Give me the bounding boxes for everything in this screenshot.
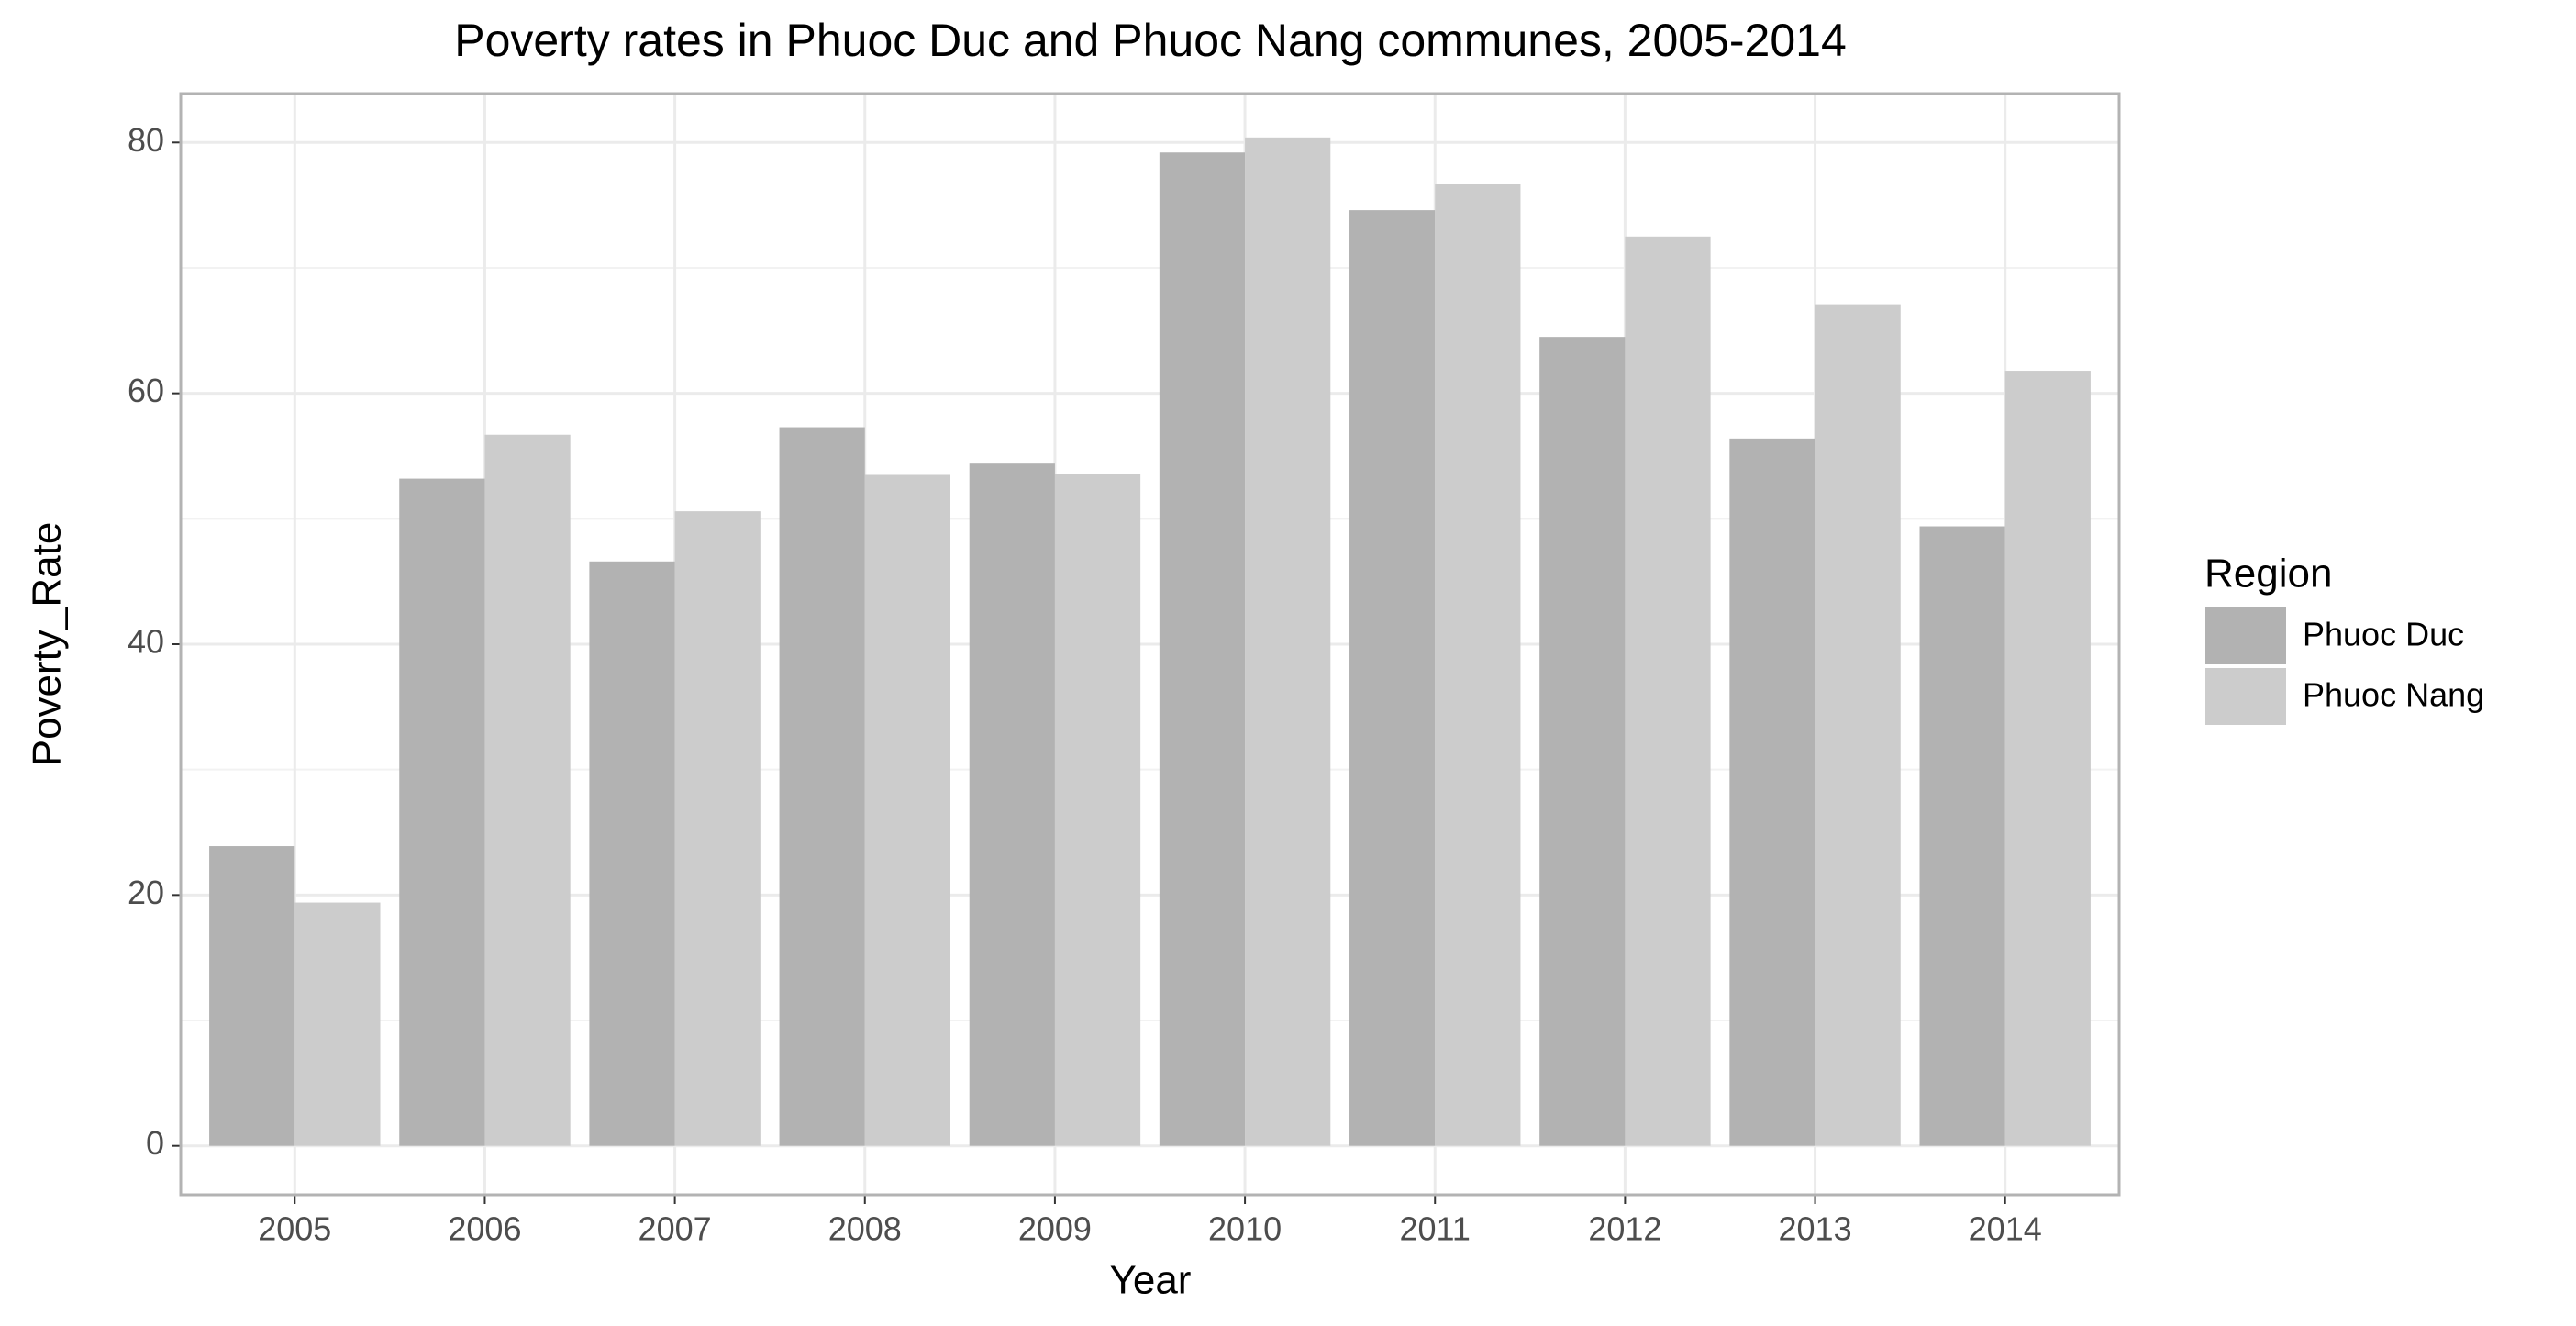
legend-label: Phuoc Duc: [2303, 616, 2464, 653]
y-axis-label: Poverty_Rate: [25, 522, 70, 767]
x-tick-label: 2013: [1779, 1210, 1852, 1248]
bar: [779, 427, 865, 1146]
bar: [399, 478, 485, 1146]
bar: [1435, 184, 1521, 1146]
bar: [1054, 474, 1141, 1146]
legend-key: [2205, 668, 2286, 725]
bar: [1245, 137, 1331, 1146]
x-tick-label: 2005: [258, 1210, 331, 1248]
y-tick-label: 80: [128, 121, 164, 159]
x-tick-label: 2009: [1018, 1210, 1092, 1248]
bar: [2004, 371, 2091, 1146]
chart-title: Poverty rates in Phuoc Duc and Phuoc Nan…: [454, 15, 1847, 66]
x-tick-label: 2008: [828, 1210, 902, 1248]
bar: [484, 434, 571, 1146]
y-tick-label: 0: [146, 1124, 164, 1162]
bar: [674, 511, 761, 1146]
bar: [1349, 210, 1436, 1146]
bar: [1159, 152, 1246, 1146]
bar: [1815, 304, 1901, 1146]
bar: [209, 846, 295, 1146]
bar: [1729, 438, 1815, 1146]
x-tick-label: 2010: [1208, 1210, 1282, 1248]
legend-title: Region: [2204, 552, 2332, 596]
x-tick-label: 2007: [638, 1210, 712, 1248]
y-tick-label: 40: [128, 623, 164, 661]
plot-border: [179, 92, 2121, 1197]
y-tick-label: 60: [128, 372, 164, 409]
bar: [294, 902, 381, 1146]
bar: [864, 474, 950, 1146]
legend-key: [2205, 607, 2286, 664]
x-axis-label: Year: [1110, 1258, 1192, 1303]
bar: [589, 561, 675, 1146]
x-tick-label: 2012: [1588, 1210, 1661, 1248]
bar: [1919, 526, 2005, 1146]
x-tick-label: 2006: [448, 1210, 521, 1248]
legend-label: Phuoc Nang: [2303, 676, 2484, 714]
bar: [1625, 236, 1711, 1146]
y-tick-label: 20: [128, 874, 164, 911]
bar: [969, 463, 1055, 1146]
bar: [1539, 337, 1626, 1146]
x-tick-label: 2014: [1969, 1210, 2042, 1248]
x-tick-label: 2011: [1400, 1210, 1471, 1248]
